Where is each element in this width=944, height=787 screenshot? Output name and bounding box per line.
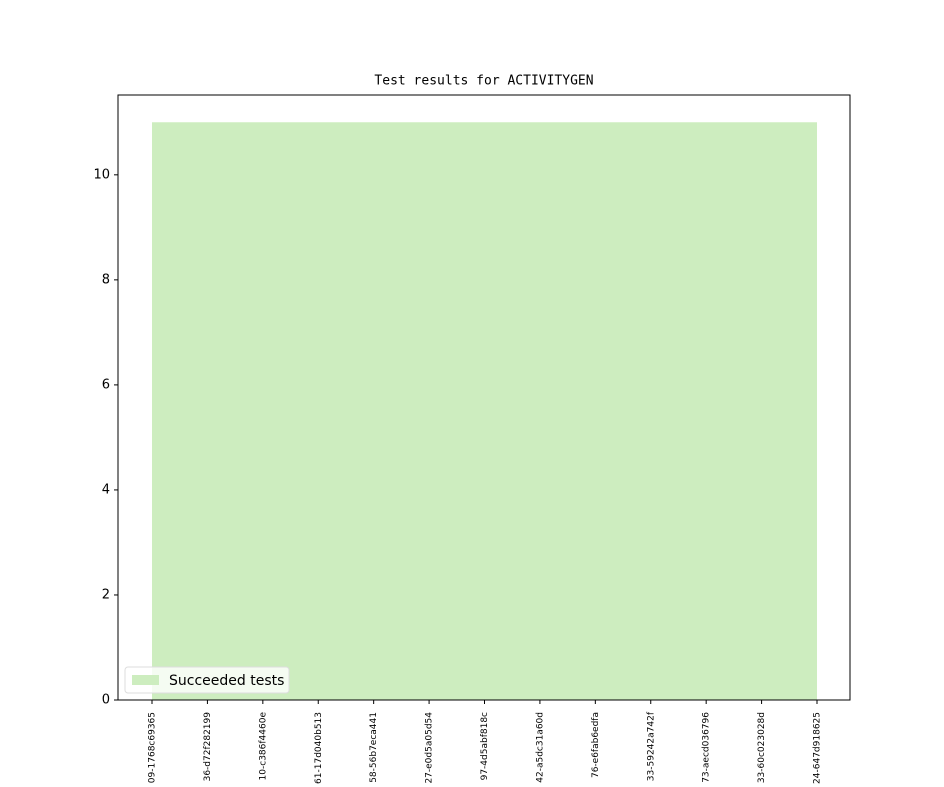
x-tick-label: 33-60c023028d	[757, 712, 767, 783]
y-tick-label: 4	[102, 482, 110, 497]
y-tick-label: 0	[102, 693, 110, 708]
y-tick-label: 2	[102, 587, 110, 602]
x-tick-label: 10-c386f4460e	[258, 712, 268, 781]
chart-title: Test results for ACTIVITYGEN	[374, 74, 593, 89]
y-tick-label: 8	[102, 272, 110, 287]
x-tick-label: 27-e0d5a05d54	[425, 712, 435, 784]
x-tick-label: 42-a5dc31a60d	[535, 712, 545, 783]
y-tick-label: 6	[102, 377, 110, 392]
legend: Succeeded tests	[124, 666, 290, 694]
legend-frame	[124, 666, 290, 694]
area	[152, 122, 817, 701]
x-tick-label: 33-59242a742f	[646, 711, 656, 781]
legend-swatch	[132, 675, 159, 685]
x-tick-label: 73-aecd036796	[702, 712, 712, 783]
x-tick-label: 36-d72f282199	[203, 712, 213, 782]
x-tick-label: 58-56b7eca441	[369, 712, 379, 783]
x-tick-label: 97-4d5abf818c	[480, 712, 490, 780]
x-tick-label: 76-e6fab6edfa	[591, 712, 601, 778]
x-tick-label: 24-647d918625	[813, 712, 823, 784]
x-tick-label: 61-17d040b513	[314, 712, 324, 784]
legend-label: Succeeded tests	[169, 673, 284, 689]
y-tick-label: 10	[93, 167, 110, 182]
x-tick-label: 09-1768c69365	[148, 712, 158, 783]
